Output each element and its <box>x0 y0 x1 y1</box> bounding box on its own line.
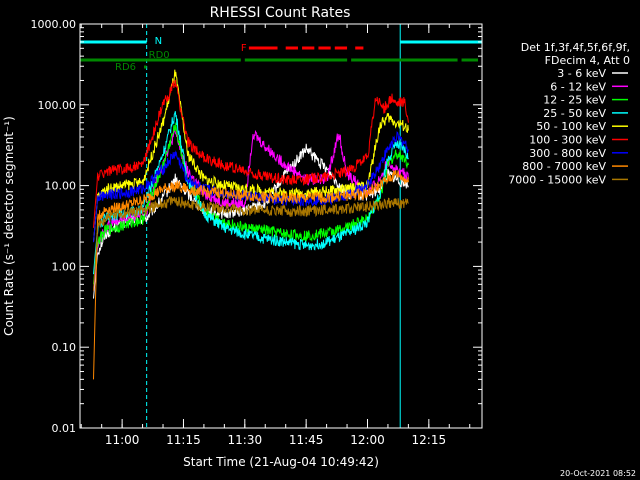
y-axis-label: Count Rate (s⁻¹ detector segment⁻¹) <box>2 116 16 336</box>
legend-label: 50 - 100 keV <box>536 120 606 133</box>
chart-title: RHESSI Count Rates <box>210 5 351 21</box>
series-line-7 <box>93 170 409 380</box>
y-tick-label: 1000.00 <box>31 18 77 31</box>
timestamp: 20-Oct-2021 08:52 <box>560 469 636 478</box>
mode-vertical-lines <box>79 24 483 428</box>
series-line-5 <box>93 79 409 228</box>
legend-header-line-1: Det 1f,3f,4f,5f,6f,9f, <box>521 41 630 54</box>
x-tick-label: 11:00 <box>105 433 140 447</box>
y-tick-label: 0.10 <box>52 341 77 354</box>
legend-label: 3 - 6 keV <box>557 67 606 80</box>
x-tick-label: 11:45 <box>289 433 324 447</box>
x-tick-label: 12:00 <box>350 433 385 447</box>
legend-label: 800 - 7000 keV <box>522 160 606 173</box>
x-tick-label: 12:15 <box>412 433 447 447</box>
y-axis: 0.01 0.10 1.00 10.00 100.00 1000.00 <box>31 18 482 435</box>
legend-label: 6 - 12 keV <box>550 80 606 93</box>
annotation-label-rd0: RD0 <box>149 50 170 61</box>
legend-label: 7000 - 15000 keV <box>508 173 606 186</box>
annotation-label-rd6: RD6 <box>115 62 136 73</box>
y-tick-label: 0.01 <box>52 422 77 435</box>
series-line-6 <box>93 131 409 243</box>
y-tick-label: 10.00 <box>45 180 77 193</box>
x-tick-label: 11:30 <box>228 433 263 447</box>
annotation-label-n: N <box>155 36 162 47</box>
legend-label: 25 - 50 keV <box>543 107 606 120</box>
legend-label: 12 - 25 keV <box>543 94 606 107</box>
y-tick-label: 1.00 <box>52 260 77 273</box>
x-axis: 11:00 11:15 11:30 11:45 12:00 12:15 <box>80 24 471 447</box>
x-axis-label: Start Time (21-Aug-04 10:49:42) <box>183 455 379 469</box>
series-line-8 <box>93 196 409 291</box>
series-layer <box>93 69 409 380</box>
annotation-bars: N F RD0 RD6 <box>80 36 482 73</box>
legend-label: 300 - 800 keV <box>529 147 606 160</box>
annotation-label-f: F <box>241 43 247 54</box>
x-tick-label: 11:15 <box>166 433 201 447</box>
legend-label: 100 - 300 keV <box>529 134 606 147</box>
legend: Det 1f,3f,4f,5f,6f,9f, FDecim 4, Att 0 <box>521 41 630 67</box>
plot-frame <box>79 23 483 429</box>
y-tick-label: 100.00 <box>38 99 77 112</box>
series-line-2 <box>93 122 409 285</box>
legend-header-line-2: FDecim 4, Att 0 <box>545 54 630 67</box>
